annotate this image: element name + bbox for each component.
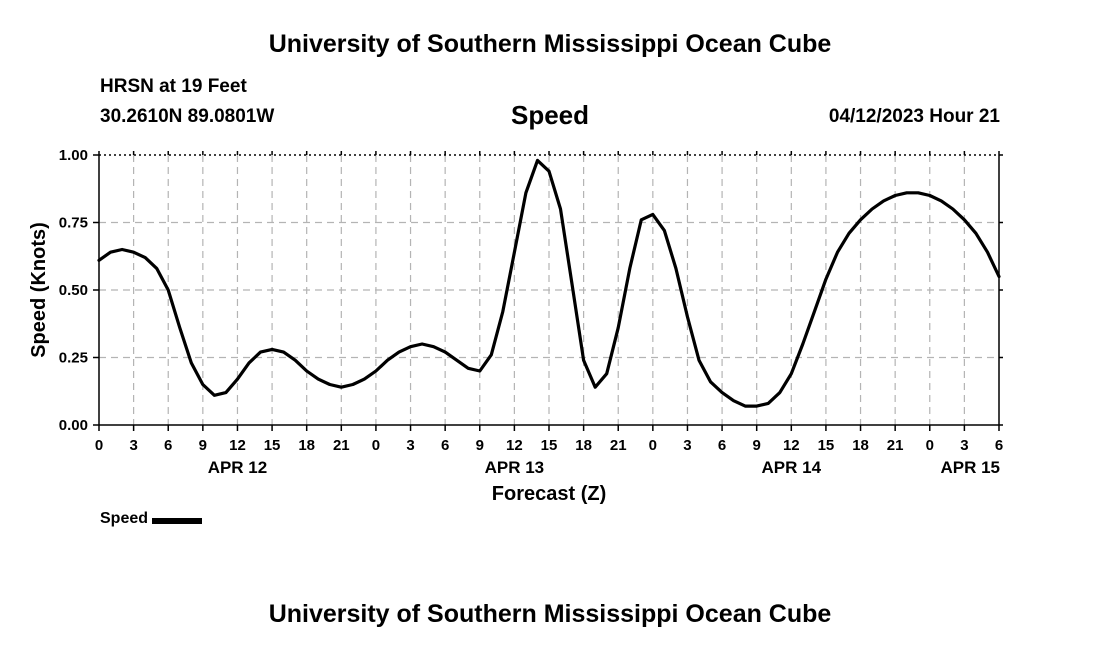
x-tick-label: 6 (718, 437, 726, 454)
x-tick-label: 12 (229, 437, 246, 454)
page-title: University of Southern Mississippi Ocean… (268, 30, 832, 58)
x-tick-label: 9 (199, 437, 207, 454)
x-tick-label: 21 (887, 437, 904, 454)
variable-title: Speed (510, 100, 590, 130)
legend: Speed (100, 510, 203, 528)
x-tick-label: 15 (818, 437, 835, 454)
x-tick-label: 3 (683, 437, 691, 454)
y-tick-label: 1.00 (59, 147, 88, 164)
x-tick-label: 9 (476, 437, 484, 454)
legend-swatch (152, 517, 203, 524)
x-tick-label: 15 (264, 437, 281, 454)
x-tick-label: 12 (783, 437, 800, 454)
x-axis-title: Forecast (Z) (492, 483, 606, 505)
date-label: APR 13 (485, 458, 545, 477)
y-axis-title: Speed (Knots) (28, 222, 50, 358)
x-tick-label: 12 (506, 437, 523, 454)
y-tick-label: 0.00 (59, 417, 88, 434)
x-tick-label: 21 (610, 437, 627, 454)
footer-title: University of Southern Mississippi Ocean… (268, 600, 832, 628)
x-tick-label: 21 (333, 437, 350, 454)
x-tick-label: 18 (852, 437, 869, 454)
date-label: APR 15 (940, 458, 1000, 477)
x-tick-label: 18 (298, 437, 315, 454)
x-tick-label: 3 (406, 437, 414, 454)
x-tick-label: 3 (129, 437, 137, 454)
x-tick-label: 18 (575, 437, 592, 454)
x-tick-label: 0 (372, 437, 380, 454)
x-tick-label: 6 (164, 437, 172, 454)
x-tick-label: 0 (649, 437, 657, 454)
series-line-speed (97, 158, 1001, 408)
legend-label: Speed (100, 510, 149, 527)
y-tick-label: 0.75 (59, 215, 88, 232)
date-label: APR 14 (762, 458, 822, 477)
x-tick-label: 6 (995, 437, 1003, 454)
x-tick-label: 0 (95, 437, 103, 454)
x-tick-label: 9 (753, 437, 761, 454)
grid-lines (99, 155, 999, 425)
x-tick-label: 15 (541, 437, 558, 454)
datetime-label: 04/12/2023 Hour 21 (828, 106, 1000, 127)
date-label: APR 12 (208, 458, 268, 477)
x-tick-label: 6 (441, 437, 449, 454)
y-tick-label: 0.50 (59, 282, 88, 299)
station-label: HRSN at 19 Feet (100, 76, 247, 97)
location-label: 30.2610N 89.0801W (100, 106, 275, 127)
x-tick-label: 3 (960, 437, 968, 454)
x-tick-label: 0 (926, 437, 934, 454)
y-tick-label: 0.25 (59, 350, 88, 367)
